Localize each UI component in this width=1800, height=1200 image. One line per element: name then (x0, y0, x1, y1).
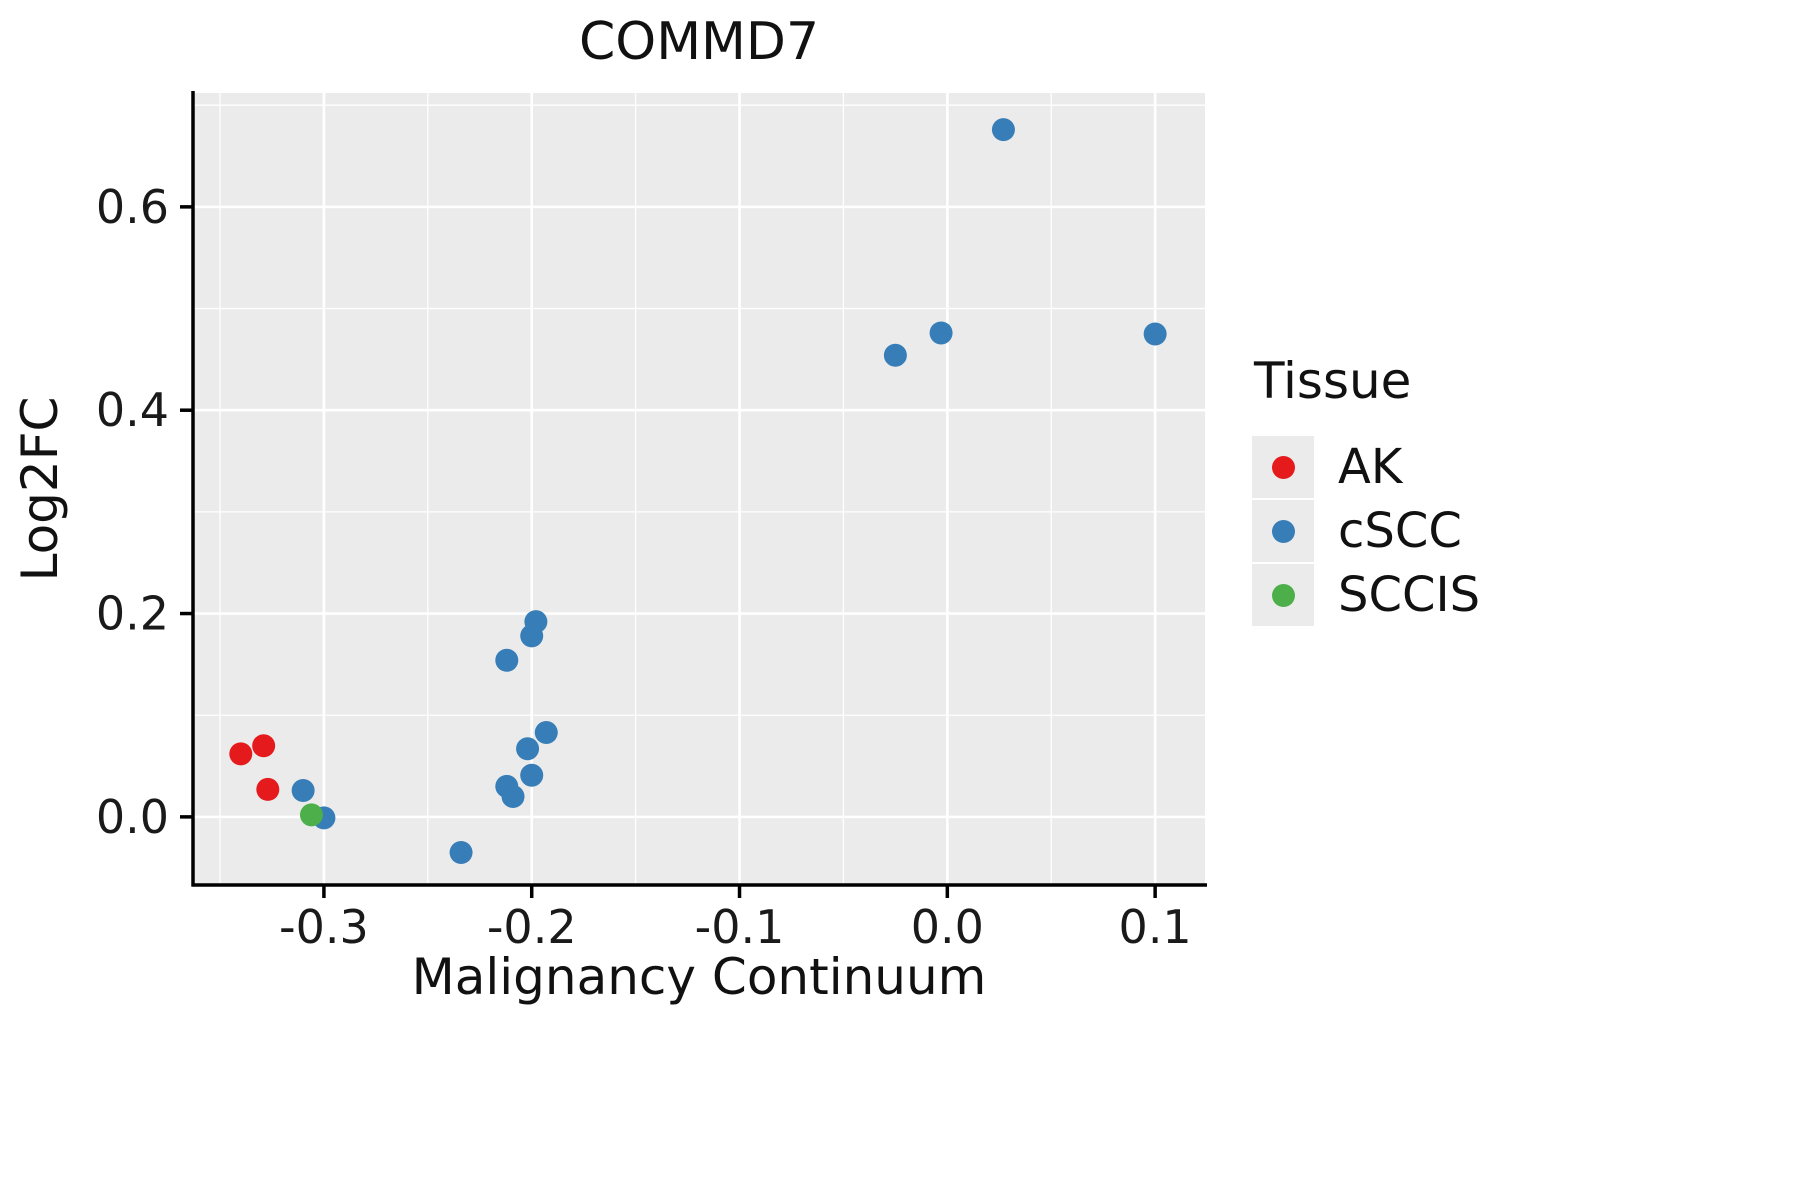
chart-title: COMMD7 (578, 12, 820, 72)
point-cscc (520, 763, 544, 787)
y-tick-label: 0.2 (96, 587, 169, 641)
x-tick-label: 0.1 (1119, 900, 1192, 954)
point-cscc (520, 624, 544, 648)
plot-panel (193, 93, 1205, 885)
y-tick-label: 0.4 (96, 383, 169, 437)
cscc-point-icon (1271, 519, 1295, 543)
legend-item-cscc: cSCC (1252, 500, 1480, 562)
point-cscc (1143, 322, 1167, 346)
legend-key-sccis (1252, 564, 1314, 626)
point-cscc (883, 343, 907, 367)
point-ak (256, 777, 280, 801)
point-cscc (449, 840, 473, 864)
x-tick-label: -0.3 (279, 900, 369, 954)
x-tick-label: -0.1 (695, 900, 785, 954)
point-cscc (495, 648, 519, 672)
point-cscc (991, 118, 1015, 142)
point-sccis (299, 803, 323, 827)
ak-point-icon (1271, 455, 1295, 479)
y-tick-label: 0.0 (96, 790, 169, 844)
x-axis-label: Malignancy Continuum (411, 948, 987, 1006)
point-cscc (501, 785, 525, 809)
point-cscc (929, 321, 953, 345)
point-ak (252, 734, 276, 758)
legend-label-cscc: cSCC (1338, 503, 1462, 559)
legend: Tissue AK cSCC SCCIS (1252, 352, 1480, 628)
y-axis-label: Log2FC (11, 396, 69, 582)
point-cscc (516, 737, 540, 761)
point-cscc (291, 778, 315, 802)
legend-key-ak (1252, 436, 1314, 498)
legend-label-sccis: SCCIS (1338, 567, 1481, 623)
point-cscc (534, 720, 558, 744)
legend-item-ak: AK (1252, 436, 1480, 498)
point-ak (229, 742, 253, 766)
sccis-point-icon (1271, 583, 1295, 607)
legend-item-sccis: SCCIS (1252, 564, 1480, 626)
y-tick-label: 0.6 (96, 180, 169, 234)
legend-key-cscc (1252, 500, 1314, 562)
x-tick-label: -0.2 (487, 900, 577, 954)
legend-label-ak: AK (1338, 439, 1403, 495)
x-tick-label: 0.0 (911, 900, 984, 954)
legend-title: Tissue (1254, 352, 1412, 410)
